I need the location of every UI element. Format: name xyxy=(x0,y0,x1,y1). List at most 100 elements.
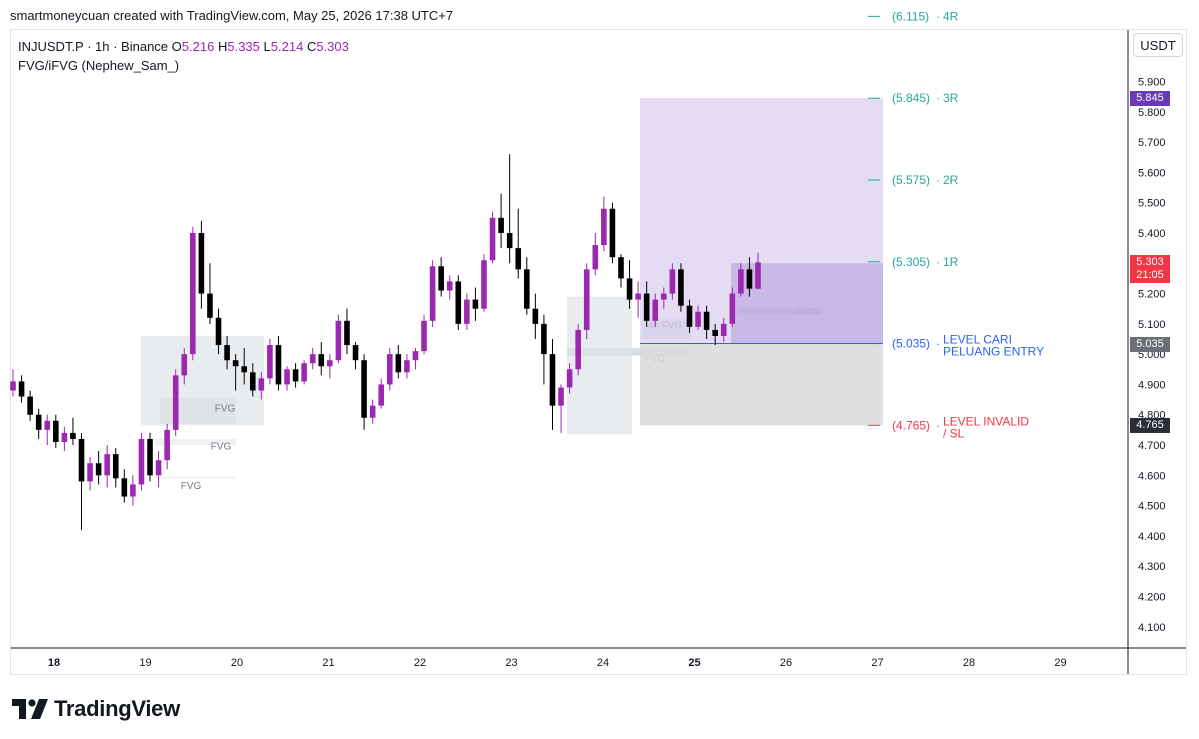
candle-body xyxy=(558,387,564,406)
brand-name: TradingView xyxy=(54,696,180,721)
price-tick-label: 4.100 xyxy=(1138,622,1166,634)
fvg-box xyxy=(567,348,690,356)
time-tick-label: 18 xyxy=(48,657,60,669)
chart-credit: smartmoneycuan created with TradingView.… xyxy=(10,8,454,23)
level-label: LEVEL INVALID xyxy=(943,414,1029,428)
price-tag-stop: 4.765 xyxy=(1130,418,1170,434)
candle-body xyxy=(421,320,427,352)
candle-body xyxy=(309,354,316,364)
candle-body xyxy=(224,345,230,361)
candle-body xyxy=(172,375,179,430)
candle-body xyxy=(549,354,556,406)
candle-body xyxy=(618,257,624,279)
level-dot: · xyxy=(936,418,940,432)
countdown-value: 21:05 xyxy=(1136,269,1164,282)
candle-body xyxy=(215,317,222,346)
candle-body xyxy=(712,329,718,336)
candle-body xyxy=(249,372,256,391)
fvg-label: FVG xyxy=(181,481,202,492)
level-value: (5.035) xyxy=(892,337,930,351)
level-value: (4.765) xyxy=(892,418,930,432)
position-zones xyxy=(640,98,883,426)
candle-body xyxy=(327,360,333,367)
candle-body xyxy=(635,293,641,300)
candle-body xyxy=(232,360,239,367)
candle-body xyxy=(566,369,573,388)
candle-body xyxy=(87,463,93,482)
candle-body xyxy=(241,366,248,373)
level-value: (6.115) xyxy=(892,9,929,23)
candle-body xyxy=(523,269,530,309)
candle-body xyxy=(506,232,513,249)
price-tick-label: 4.500 xyxy=(1138,501,1166,513)
level-value: (5.845) xyxy=(892,91,930,105)
candle-body xyxy=(755,262,761,289)
time-tick-label: 27 xyxy=(871,657,883,669)
candle-body xyxy=(583,269,590,330)
candle-body xyxy=(207,293,213,318)
candle-body xyxy=(35,414,42,430)
level-value: (5.575) xyxy=(892,173,930,187)
candle-body xyxy=(652,299,659,321)
level-dot: · xyxy=(936,255,940,269)
candle-body xyxy=(95,463,102,476)
indicator-name[interactable]: FVG/iFVG (Nephew_Sam_) xyxy=(18,58,180,73)
candle-body xyxy=(643,293,650,321)
candle-body xyxy=(395,354,402,373)
candle-body xyxy=(429,266,436,321)
candle-body xyxy=(361,360,367,418)
price-tick-label: 4.300 xyxy=(1138,561,1166,573)
current-position-fill xyxy=(731,263,883,344)
fvg-box xyxy=(155,438,236,446)
price-tick-label: 5.200 xyxy=(1138,289,1166,301)
candle-body xyxy=(275,345,282,385)
r-levels: (6.115) · 4R(5.845) · 3R(5.575) · 2R(5.305) · 1R… xyxy=(868,9,1044,440)
candle-body xyxy=(318,354,325,367)
candle-body xyxy=(386,354,393,385)
chart-frame xyxy=(10,29,1187,675)
candle-body xyxy=(344,320,350,346)
price-tick-label: 4.400 xyxy=(1138,531,1166,543)
price-tick-label: 4.700 xyxy=(1138,440,1166,452)
candles xyxy=(10,154,761,530)
close-value: 5.303 xyxy=(316,39,349,54)
candle-body xyxy=(738,269,744,294)
tradingview-logo-icon xyxy=(12,699,48,719)
candle-body xyxy=(130,484,136,497)
candle-body xyxy=(335,320,342,361)
candle-body xyxy=(438,266,444,291)
candle-body xyxy=(10,381,16,391)
price-tick-label: 5.000 xyxy=(1138,349,1166,361)
candle-body xyxy=(284,369,290,385)
symbol-info[interactable]: INJUSDT.P · 1h · Binance xyxy=(18,39,169,54)
risk-zone xyxy=(640,343,883,426)
currency-button[interactable]: USDT xyxy=(1133,33,1183,57)
price-tag-last: 5.303 21:05 xyxy=(1130,255,1170,284)
candle-body xyxy=(44,420,51,430)
chart-legend: INJUSDT.P · 1h · Binance O5.216 H5.335 L… xyxy=(18,37,349,75)
candle-body xyxy=(464,299,470,324)
low-label: L xyxy=(263,39,271,54)
candle-body xyxy=(27,396,33,415)
level-label-2: PELUANG ENTRY xyxy=(943,345,1044,359)
time-tick-label: 24 xyxy=(597,657,609,669)
last-price-value: 5.303 xyxy=(1136,256,1164,269)
level-value: (5.305) xyxy=(892,255,930,269)
candle-body xyxy=(155,460,162,476)
candle-body xyxy=(378,384,385,406)
high-value: 5.335 xyxy=(227,39,260,54)
open-value: 5.216 xyxy=(181,39,215,54)
candle-body xyxy=(369,405,376,418)
fvg-label: FVG xyxy=(215,404,236,415)
time-tick-label: 23 xyxy=(505,657,517,669)
tradingview-logo[interactable]: TradingView xyxy=(12,696,180,722)
candle-body xyxy=(455,281,462,324)
candle-body xyxy=(601,208,607,246)
candle-body xyxy=(112,454,119,479)
candle-body xyxy=(686,305,693,327)
fvg-box xyxy=(160,398,236,424)
candle-body xyxy=(121,478,128,497)
time-tick-label: 20 xyxy=(231,657,243,669)
candle-body xyxy=(18,381,25,397)
